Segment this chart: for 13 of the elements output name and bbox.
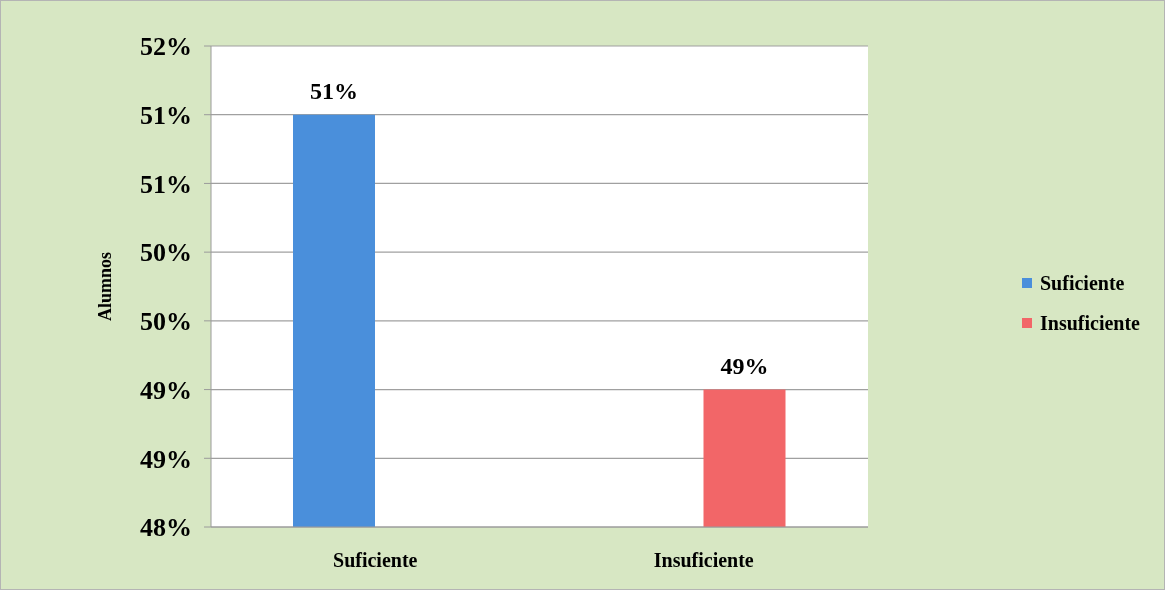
legend-label: Suficiente	[1040, 271, 1125, 295]
data-label: 51%	[310, 77, 358, 104]
y-tick-label: 51%	[140, 169, 192, 199]
y-tick-label: 50%	[140, 238, 192, 268]
y-tick-label: 49%	[140, 444, 192, 474]
y-tick-label: 48%	[140, 513, 192, 543]
y-axis-title: Alumnos	[95, 251, 116, 322]
y-tick-label: 52%	[140, 32, 192, 62]
data-label: 49%	[720, 352, 769, 379]
y-tick-label: 50%	[140, 307, 192, 337]
y-tick-label: 51%	[140, 100, 192, 130]
legend-label: Insuficiente	[1040, 311, 1140, 335]
y-tick-label: 49%	[140, 375, 192, 405]
